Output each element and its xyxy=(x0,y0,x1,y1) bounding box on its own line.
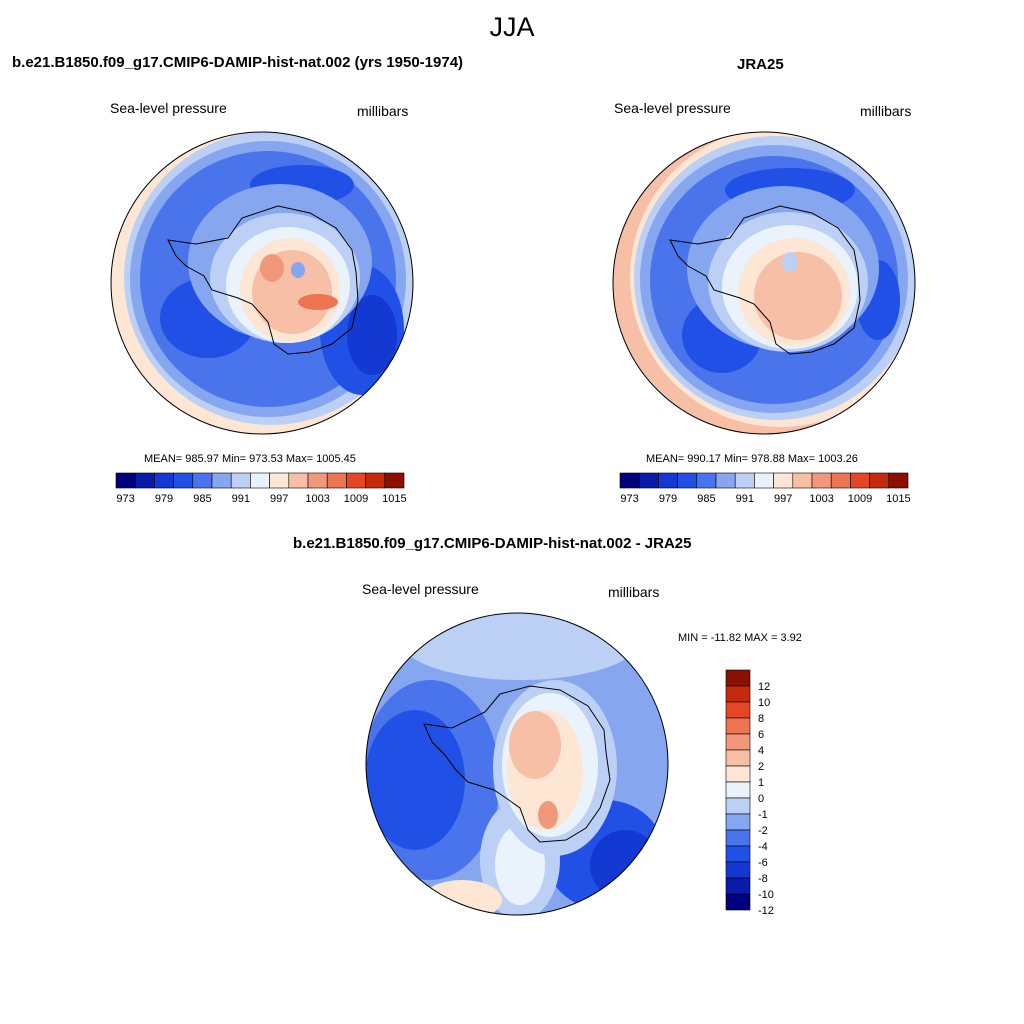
model-colorbar-swatch xyxy=(288,472,309,489)
model-colorbar-swatch xyxy=(365,472,386,489)
diff-field-label: Sea-level pressure xyxy=(362,581,479,597)
obs-polar-map xyxy=(612,131,916,435)
obs-units-label: millibars xyxy=(860,103,912,119)
model-colorbar-swatch xyxy=(346,472,366,489)
diff-colorbar-tick-label: 0 xyxy=(758,793,764,805)
obs-colorbar-tick-label: 985 xyxy=(697,493,715,505)
model-colorbar-tick-label: 973 xyxy=(116,493,134,505)
obs-colorbar: 973 979 985 991 997 1003 1009 1015 xyxy=(619,472,911,505)
diff-colorbar-tick-label: -4 xyxy=(758,841,768,853)
model-colorbar-swatch xyxy=(326,472,347,489)
diff-colorbar-swatch xyxy=(725,749,751,767)
diff-colorbar-swatch xyxy=(725,669,751,687)
model-colorbar-tick-label: 985 xyxy=(193,493,211,505)
model-panel-title: b.e21.B1850.f09_g17.CMIP6-DAMIP-hist-nat… xyxy=(12,54,464,71)
diff-colorbar-swatch xyxy=(725,845,751,863)
diff-colorbar-tick-label: 4 xyxy=(758,745,764,757)
diff-colorbar-tick-label: 8 xyxy=(758,713,764,725)
model-colorbar-swatch xyxy=(154,472,174,489)
diff-colorbar-swatch xyxy=(725,685,751,703)
model-colorbar-swatch xyxy=(250,472,270,489)
diff-colorbar-swatch xyxy=(725,861,751,879)
obs-colorbar-swatch xyxy=(792,472,813,489)
obs-colorbar-tick-label: 973 xyxy=(620,493,638,505)
obs-colorbar-swatch xyxy=(888,472,909,489)
model-polar-map xyxy=(110,131,414,435)
diff-colorbar-swatch xyxy=(725,717,751,735)
diff-colorbar-swatch xyxy=(725,733,751,751)
model-colorbar: 973 979 985 991 997 1003 1009 1015 xyxy=(115,472,407,505)
model-colorbar-tick-label: 997 xyxy=(270,493,288,505)
obs-panel-title: JRA25 xyxy=(737,56,784,73)
model-colorbar-swatch xyxy=(307,472,328,489)
diff-colorbar-swatch xyxy=(725,701,751,719)
obs-colorbar-swatch xyxy=(658,472,678,489)
obs-colorbar-tick-label: 979 xyxy=(659,493,677,505)
diff-colorbar-tick-label: -1 xyxy=(758,809,768,821)
diff-colorbar-swatch xyxy=(725,797,751,815)
model-units-label: millibars xyxy=(357,103,409,119)
model-colorbar-tick-label: 991 xyxy=(232,493,250,505)
model-colorbar-tick-label: 1015 xyxy=(382,493,406,505)
diff-colorbar-tick-label: 6 xyxy=(758,729,764,741)
model-colorbar-tick-label: 1003 xyxy=(305,493,329,505)
diff-colorbar-tick-label: 2 xyxy=(758,761,764,773)
model-colorbar-swatch xyxy=(134,472,155,489)
obs-colorbar-swatch xyxy=(677,472,698,489)
diff-colorbar-tick-label: -2 xyxy=(758,825,768,837)
diff-panel-title: b.e21.B1850.f09_g17.CMIP6-DAMIP-hist-nat… xyxy=(293,535,692,552)
diff-colorbar-swatch xyxy=(725,813,751,831)
obs-colorbar-swatch xyxy=(696,472,717,489)
obs-colorbar-swatch xyxy=(734,472,755,489)
obs-colorbar-swatch xyxy=(638,472,659,489)
model-colorbar-swatch xyxy=(115,472,136,489)
obs-colorbar-swatch xyxy=(715,472,736,489)
model-stats: MEAN= 985.97 Min= 973.53 Max= 1005.45 xyxy=(144,453,356,465)
obs-colorbar-swatch xyxy=(830,472,851,489)
diff-colorbar-tick-label: 12 xyxy=(758,681,770,693)
obs-colorbar-swatch xyxy=(869,472,890,489)
diff-units-label: millibars xyxy=(608,584,660,600)
obs-colorbar-tick-label: 1009 xyxy=(848,493,872,505)
obs-colorbar-swatch xyxy=(619,472,640,489)
obs-colorbar-tick-label: 991 xyxy=(736,493,754,505)
diff-colorbar-tick-label: -10 xyxy=(758,889,774,901)
diff-colorbar-swatch xyxy=(725,781,751,799)
diff-colorbar-swatch xyxy=(725,765,751,783)
model-colorbar-tick-label: 979 xyxy=(155,493,173,505)
diff-colorbar-swatch xyxy=(725,893,751,911)
diff-colorbar-swatch xyxy=(725,877,751,895)
obs-colorbar-swatch xyxy=(773,472,794,489)
diff-colorbar-tick-label: -12 xyxy=(758,905,774,917)
model-colorbar-swatch xyxy=(192,472,213,489)
model-colorbar-swatch xyxy=(230,472,251,489)
obs-colorbar-tick-label: 997 xyxy=(774,493,792,505)
diff-colorbar-tick-label: -8 xyxy=(758,873,768,885)
diff-stats: MIN = -11.82 MAX = 3.92 xyxy=(678,632,802,644)
diff-polar-map xyxy=(365,612,669,916)
model-colorbar-swatch xyxy=(173,472,194,489)
obs-field-label: Sea-level pressure xyxy=(614,100,731,116)
obs-colorbar-swatch xyxy=(850,472,870,489)
page-title: JJA xyxy=(489,12,535,42)
model-colorbar-swatch xyxy=(384,472,405,489)
obs-colorbar-swatch xyxy=(811,472,832,489)
obs-colorbar-swatch xyxy=(754,472,774,489)
model-colorbar-swatch xyxy=(211,472,232,489)
model-field-label: Sea-level pressure xyxy=(110,100,227,116)
diff-colorbar-tick-label: -6 xyxy=(758,857,768,869)
diff-colorbar-tick-label: 10 xyxy=(758,697,770,709)
obs-colorbar-tick-label: 1015 xyxy=(886,493,910,505)
obs-colorbar-tick-label: 1003 xyxy=(809,493,833,505)
obs-stats: MEAN= 990.17 Min= 978.88 Max= 1003.26 xyxy=(646,453,858,465)
model-colorbar-tick-label: 1009 xyxy=(344,493,368,505)
model-colorbar-swatch xyxy=(269,472,290,489)
diff-colorbar-tick-label: 1 xyxy=(758,777,764,789)
diff-colorbar-swatch xyxy=(725,829,751,847)
